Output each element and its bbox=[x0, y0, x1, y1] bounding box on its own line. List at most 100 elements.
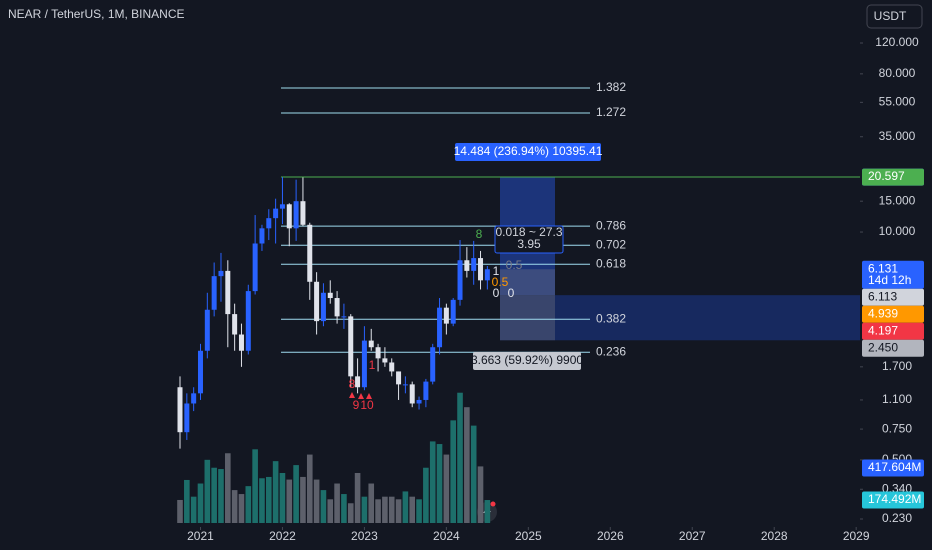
candle-body bbox=[211, 276, 217, 310]
symbol-title: NEAR / TetherUS, 1M, BINANCE bbox=[8, 7, 185, 21]
volume-bar bbox=[225, 453, 231, 523]
price-tag-label: 417.604M bbox=[868, 460, 921, 474]
x-tick-label: 2027 bbox=[679, 529, 706, 543]
volume-bar bbox=[204, 459, 211, 523]
currency-button[interactable]: USDT bbox=[866, 4, 923, 29]
candle-body bbox=[307, 224, 313, 282]
candle-body bbox=[327, 292, 333, 299]
x-tick-label: 2025 bbox=[515, 529, 542, 543]
currency-box[interactable] bbox=[866, 4, 923, 29]
price-tag-label: 6.131 bbox=[868, 261, 898, 275]
price-tag bbox=[862, 288, 924, 306]
currency-label[interactable]: USDT bbox=[874, 9, 907, 23]
price-tag bbox=[862, 459, 924, 477]
stop-zone bbox=[500, 295, 860, 341]
candle-body bbox=[478, 258, 484, 281]
candle-body bbox=[184, 403, 190, 433]
td-arrow bbox=[349, 392, 355, 398]
candle-body bbox=[320, 292, 326, 322]
volume-bar bbox=[279, 472, 286, 523]
candle-body bbox=[300, 201, 306, 225]
annotation: 0 bbox=[493, 286, 500, 300]
candle-body bbox=[348, 316, 354, 377]
y-tick-label: 80.000 bbox=[879, 66, 916, 80]
candle-body bbox=[266, 218, 272, 229]
volume-bar bbox=[286, 479, 293, 523]
annotation: 10 bbox=[360, 398, 374, 412]
y-tick-label: 10.000 bbox=[879, 224, 916, 238]
candle-body bbox=[430, 347, 436, 382]
x-tick-label: 2029 bbox=[843, 529, 870, 543]
candle-body bbox=[225, 270, 231, 315]
candle-body bbox=[471, 258, 477, 271]
candle-body bbox=[286, 204, 292, 229]
volume-bar bbox=[252, 449, 258, 523]
candle-body bbox=[416, 399, 422, 404]
y-tick-label: 120.000 bbox=[875, 35, 919, 49]
price-tag-label: 174.492M bbox=[868, 492, 921, 506]
price-tag-label: 4.197 bbox=[868, 323, 898, 337]
volume-bar bbox=[443, 454, 450, 523]
candle-body bbox=[389, 362, 395, 372]
range-note-box bbox=[494, 225, 564, 254]
target-label: 14.484 (236.94%) 10395.41 bbox=[454, 144, 603, 158]
candle-body bbox=[259, 228, 265, 244]
candle-body bbox=[443, 307, 449, 324]
x-tick-label: 2024 bbox=[433, 529, 460, 543]
fib-label: 0.382 bbox=[596, 311, 626, 325]
price-tag-label: 2.450 bbox=[868, 340, 898, 354]
volume-bar bbox=[177, 499, 183, 523]
y-tick-label: 15.000 bbox=[879, 193, 916, 207]
price-tag bbox=[862, 491, 924, 509]
volume-bar bbox=[368, 483, 375, 523]
fib-label: 1.272 bbox=[596, 105, 626, 119]
gray-zone bbox=[500, 269, 555, 341]
annotation: 1 bbox=[369, 358, 376, 372]
candle-body bbox=[437, 307, 443, 348]
volume-bar bbox=[245, 486, 252, 523]
y-tick-label: 35.000 bbox=[879, 129, 916, 143]
candle-body bbox=[341, 316, 347, 318]
price-tag bbox=[862, 339, 924, 357]
annotation: 8 bbox=[349, 377, 356, 391]
price-tag-sub: 14d 12h bbox=[868, 273, 911, 287]
volume-bar bbox=[231, 490, 238, 523]
volume-bar bbox=[272, 461, 279, 523]
fib-label: 0.702 bbox=[596, 237, 626, 251]
annotation: 9 bbox=[353, 398, 360, 412]
volume-bar bbox=[464, 407, 470, 523]
volume-bar bbox=[375, 499, 381, 523]
volume-bar bbox=[334, 483, 340, 523]
volume-bar bbox=[306, 454, 313, 523]
candle-body bbox=[252, 243, 258, 292]
candle-body bbox=[177, 387, 183, 433]
candle-body bbox=[355, 376, 361, 388]
candle-body bbox=[464, 260, 470, 271]
price-tag-label: 20.597 bbox=[868, 169, 905, 183]
price-tag bbox=[862, 168, 924, 186]
y-tick-label: 1.100 bbox=[882, 392, 912, 406]
candle-body bbox=[450, 299, 456, 324]
volume-bar bbox=[300, 476, 306, 523]
volume-bar bbox=[197, 483, 204, 523]
volume-bar bbox=[361, 496, 368, 523]
candle-body bbox=[191, 393, 197, 404]
price-tag bbox=[862, 322, 924, 340]
volume-bar bbox=[218, 469, 224, 523]
volume-bar bbox=[320, 490, 327, 523]
candle-body bbox=[484, 269, 490, 281]
x-tick-label: 2028 bbox=[761, 529, 788, 543]
y-tick-label: 0.230 bbox=[882, 511, 912, 525]
candle-body bbox=[368, 340, 374, 348]
x-tick-label: 2022 bbox=[269, 529, 296, 543]
annotation: 0.5 bbox=[492, 275, 509, 289]
x-tick-label: 2023 bbox=[351, 529, 378, 543]
stop-label: 3.663 (59.92%) 9900 bbox=[471, 353, 583, 367]
fib-label: 0.618 bbox=[596, 256, 626, 270]
price-tag bbox=[862, 305, 924, 323]
candle-body bbox=[197, 350, 203, 394]
candle-body bbox=[375, 347, 381, 359]
volume-bar bbox=[347, 503, 354, 523]
volume-bar bbox=[259, 478, 265, 523]
annotation: 1 bbox=[493, 264, 500, 278]
